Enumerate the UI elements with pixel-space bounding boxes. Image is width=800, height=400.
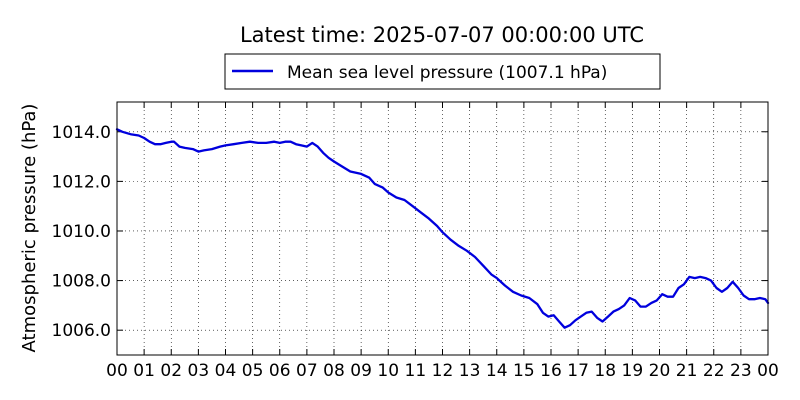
x-tick-label: 11	[405, 361, 427, 381]
x-tick-label: 20	[649, 361, 671, 381]
x-tick-label: 15	[513, 361, 535, 381]
x-tick-label: 13	[459, 361, 481, 381]
x-tick-label: 04	[215, 361, 237, 381]
x-tick-label: 23	[730, 361, 752, 381]
plot-frame	[116, 101, 769, 356]
x-axis-ticks: 00 01 02 03 04 05 06 07 08 09 10 11 12 13 14 15 16 17 18 19…	[106, 102, 779, 381]
x-tick-label: 16	[540, 361, 562, 381]
series-layer	[115, 128, 770, 329]
x-tick-label: 09	[350, 361, 372, 381]
chart-title: Latest time: 2025-07-07 00:00:00 UTC	[240, 23, 644, 47]
y-tick-label: 1010.0	[52, 222, 111, 242]
x-tick-label: 14	[486, 361, 508, 381]
y-axis-label: Atmospheric pressure (hPa)	[19, 104, 40, 353]
x-tick-label: 03	[188, 361, 210, 381]
x-tick-label: 07	[296, 361, 318, 381]
x-tick-label: 06	[269, 361, 291, 381]
legend-box	[224, 53, 661, 90]
x-tick-label: 12	[432, 361, 454, 381]
grid-lines	[117, 102, 768, 355]
y-tick-label: 1012.0	[52, 172, 111, 192]
legend-label: Mean sea level pressure (1007.1 hPa)	[287, 63, 607, 83]
x-tick-label: 21	[676, 361, 698, 381]
y-tick-label: 1008.0	[52, 272, 111, 292]
x-tick-label: 18	[594, 361, 616, 381]
y-tick-label: 1006.0	[52, 321, 111, 341]
y-tick-label: 1014.0	[52, 123, 111, 143]
x-tick-label: 01	[133, 361, 155, 381]
x-tick-label: 08	[323, 361, 345, 381]
x-tick-label: 10	[377, 361, 399, 381]
series-line	[115, 128, 770, 329]
x-tick-label: 19	[622, 361, 644, 381]
x-tick-label: 00	[757, 361, 779, 381]
x-tick-label: 00	[106, 361, 128, 381]
x-tick-label: 02	[160, 361, 182, 381]
x-tick-label: 05	[242, 361, 264, 381]
y-axis-ticks: 1006.0 1008.0 1010.0 1012.0 1014.0	[52, 123, 768, 341]
x-tick-label: 17	[567, 361, 589, 381]
legend: Mean sea level pressure (1007.1 hPa)	[224, 53, 661, 90]
x-tick-label: 22	[703, 361, 725, 381]
